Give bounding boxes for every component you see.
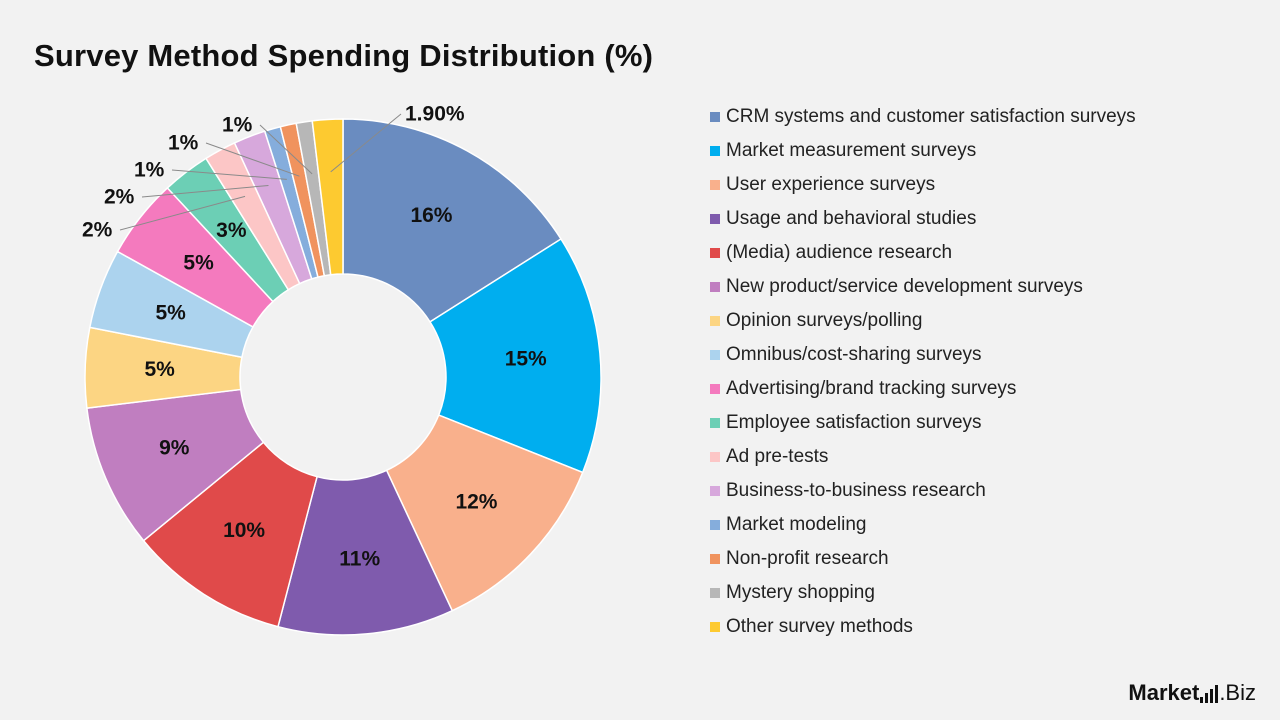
legend-swatch: [710, 214, 720, 224]
brand-logo: Market .Biz: [1128, 680, 1256, 706]
legend-label: Market modeling: [726, 514, 867, 535]
slice-3: [385, 414, 584, 612]
data-labels: 16%15%12%11%10%9%5%5%5%3%2%2%1%1%1% 1.90%: [82, 103, 547, 571]
legend-item: Market modeling: [710, 508, 1136, 542]
legend-item: Market measurement surveys: [710, 134, 1136, 168]
data-label: 5%: [183, 251, 214, 274]
legend-item: Usage and behavioral studies: [710, 202, 1136, 236]
legend-item: Business-to-business research: [710, 474, 1136, 508]
legend-item: Advertising/brand tracking surveys: [710, 372, 1136, 406]
leader-line: [330, 113, 402, 173]
data-label: 11%: [339, 547, 380, 570]
legend-swatch: [710, 418, 720, 428]
data-label: 1%: [134, 159, 165, 182]
legend-swatch: [710, 452, 720, 462]
legend-label: Ad pre-tests: [726, 446, 829, 467]
data-label: 9%: [159, 437, 190, 460]
leader-line: [141, 184, 269, 198]
data-label: 10%: [223, 519, 265, 542]
legend-item: Other survey methods: [710, 610, 1136, 644]
legend-item: Omnibus/cost-sharing surveys: [710, 338, 1136, 372]
legend-label: Usage and behavioral studies: [726, 208, 977, 229]
legend-swatch: [710, 554, 720, 564]
legend-item: (Media) audience research: [710, 236, 1136, 270]
data-label: 2%: [82, 219, 113, 242]
data-label: 16%: [410, 204, 452, 227]
brand-name-rest: .Biz: [1219, 680, 1256, 705]
donut-chart: 16%15%12%11%10%9%5%5%5%3%2%2%1%1%1% 1.90%: [82, 103, 602, 636]
data-label: 1.90%: [405, 103, 465, 126]
legend-swatch: [710, 282, 720, 292]
legend-item: Ad pre-tests: [710, 440, 1136, 474]
legend-label: Mystery shopping: [726, 582, 875, 603]
legend-label: Market measurement surveys: [726, 140, 977, 161]
legend-item: Non-profit research: [710, 542, 1136, 576]
leader-line: [171, 169, 287, 180]
legend-swatch: [710, 622, 720, 632]
legend-label: Employee satisfaction surveys: [726, 412, 982, 433]
legend-item: Employee satisfaction surveys: [710, 406, 1136, 440]
leader-line: [119, 195, 246, 231]
legend-label: New product/service development surveys: [726, 276, 1083, 297]
legend-swatch: [710, 146, 720, 156]
data-label: 15%: [505, 348, 547, 371]
legend-swatch: [710, 180, 720, 190]
legend-item: Mystery shopping: [710, 576, 1136, 610]
data-label: 2%: [104, 186, 135, 209]
legend-swatch: [710, 384, 720, 394]
slice-4: [277, 469, 454, 636]
donut-slices: [84, 118, 602, 636]
legend-swatch: [710, 588, 720, 598]
leader-line: [259, 124, 313, 175]
data-label: 5%: [155, 302, 186, 325]
brand-bars-icon: [1200, 685, 1219, 703]
legend-label: (Media) audience research: [726, 242, 953, 263]
leader-line: [205, 142, 300, 177]
legend-label: Business-to-business research: [726, 480, 986, 501]
legend-item: New product/service development surveys: [710, 270, 1136, 304]
legend-label: Non-profit research: [726, 548, 889, 569]
legend-item: User experience surveys: [710, 168, 1136, 202]
legend-label: Advertising/brand tracking surveys: [726, 378, 1017, 399]
legend-label: User experience surveys: [726, 174, 936, 195]
legend-item: Opinion surveys/polling: [710, 304, 1136, 338]
legend-swatch: [710, 316, 720, 326]
legend-label: Opinion surveys/polling: [726, 310, 923, 331]
data-label: 5%: [144, 358, 175, 381]
data-label: 12%: [455, 490, 497, 513]
legend-item: CRM systems and customer satisfaction su…: [710, 100, 1136, 134]
legend-label: Omnibus/cost-sharing surveys: [726, 344, 982, 365]
data-label: 1%: [168, 132, 199, 155]
slice-2: [428, 237, 602, 474]
slice-16: [311, 118, 344, 276]
data-label: 1%: [222, 114, 253, 137]
chart-legend: CRM systems and customer satisfaction su…: [710, 100, 1136, 644]
slice-1: [342, 118, 563, 323]
legend-swatch: [710, 112, 720, 122]
legend-label: CRM systems and customer satisfaction su…: [726, 106, 1136, 127]
chart-title: Survey Method Spending Distribution (%): [34, 38, 654, 73]
legend-swatch: [710, 350, 720, 360]
legend-swatch: [710, 486, 720, 496]
slice-5: [142, 441, 318, 628]
legend-swatch: [710, 520, 720, 530]
legend-label: Other survey methods: [726, 616, 913, 637]
leader-lines: [119, 113, 402, 231]
brand-name-bold: Market: [1128, 680, 1200, 705]
data-label: 3%: [216, 219, 247, 242]
legend-swatch: [710, 248, 720, 258]
